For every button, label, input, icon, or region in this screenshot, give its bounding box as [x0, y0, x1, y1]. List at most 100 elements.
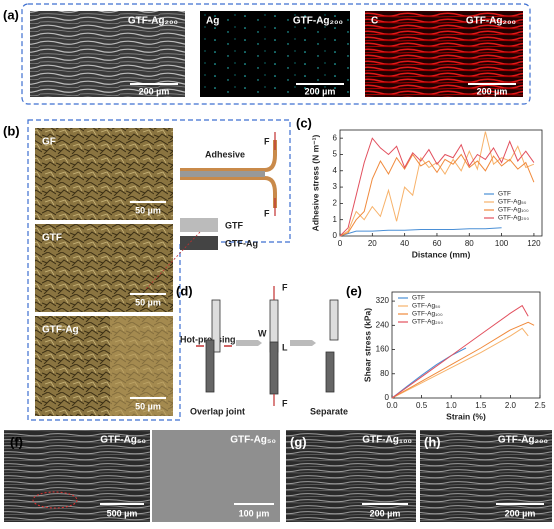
y-tick-label: 80: [380, 369, 389, 378]
data-line: [391, 321, 535, 399]
layer-label: GTF-Ag: [225, 238, 258, 248]
x-tick-label: 0.5: [416, 401, 428, 410]
data-line: [339, 137, 535, 237]
scale-label: 50 µm: [135, 401, 161, 411]
ag-map: [200, 11, 350, 97]
y-tick-label: 4: [333, 166, 338, 175]
panel-a: (a) GTF-Ag₂₀₀ Ag GTF-Ag₂₀₀ C GTF-Ag₂₀₀ 2…: [3, 3, 531, 105]
y-tick-label: 160: [376, 345, 390, 354]
step-label: Hot-pressing: [180, 334, 236, 344]
scale-label: 200 µm: [477, 86, 508, 96]
legend-label: GTF-Ag₅₀: [412, 303, 441, 310]
strip: [325, 351, 335, 393]
y-tick-label: 240: [376, 320, 390, 329]
image-label: GTF-Ag₅₀: [230, 435, 276, 446]
scale-label: 50 µm: [135, 205, 161, 215]
x-tick-label: 60: [433, 239, 442, 248]
y-axis-label: Adhesive stress (N m⁻¹): [310, 135, 320, 232]
x-tick-label: 0.0: [386, 401, 398, 410]
zoom-region: [110, 316, 173, 416]
y-tick-label: 1: [333, 215, 338, 224]
cross-section: [180, 218, 218, 232]
sem-image: [4, 430, 150, 522]
force-label: F: [282, 282, 288, 292]
y-tick-label: 5: [333, 150, 338, 159]
scale-label: 200 µm: [139, 86, 170, 96]
image-label: GTF-Ag: [42, 325, 79, 336]
y-tick-label: 6: [333, 133, 338, 142]
peel-schematic: [180, 140, 277, 208]
panel-label: (b): [3, 123, 20, 138]
element-label: C: [371, 16, 378, 27]
legend-label: GTF-Ag₂₀₀: [412, 319, 443, 326]
panel-label: (c): [296, 115, 312, 130]
strip: [205, 339, 215, 393]
c-map: [365, 11, 523, 97]
chart: (e) 0.0 0.5 1.0 1.5 2.0 2.5 0 80 160 240 320 Strain …: [346, 283, 546, 421]
y-tick-label: 320: [376, 296, 390, 305]
scale-label: 50 µm: [135, 297, 161, 307]
panel-d: (d) Hot-pressing F F W L Overlap joint S…: [176, 282, 348, 416]
image-label: GTF-Ag₅₀: [100, 435, 146, 446]
adhesive-layer: [180, 171, 265, 177]
panel-label: (g): [290, 434, 307, 449]
sem-image: [286, 430, 416, 522]
x-tick-label: 1.5: [475, 401, 487, 410]
legend-label: GTF-Ag₁₀₀: [498, 207, 529, 214]
x-tick-label: 40: [400, 239, 409, 248]
image-label: GTF-Ag₂₀₀: [498, 435, 548, 446]
legend-label: GTF-Ag₁₀₀: [412, 311, 443, 318]
dashed-frame: [21, 3, 531, 105]
legend-label: GTF-Ag₂₀₀: [498, 215, 529, 222]
data-line: [391, 304, 529, 399]
zoom-region: [32, 491, 78, 509]
data-line: [339, 153, 535, 237]
dimension-label: L: [282, 342, 288, 352]
plot-frame: [391, 291, 541, 399]
legend-label: GTF: [498, 191, 511, 198]
image-label: GTF-Ag₂₀₀: [128, 16, 178, 27]
legend-label: GTF-Ag₅₀: [498, 199, 527, 206]
scale-label: 500 µm: [107, 508, 138, 518]
data-line: [391, 327, 529, 399]
panel-b: (b) GF GTF GTF-Ag 50 µm 50 µm 50 µm F F …: [3, 119, 291, 421]
x-tick-label: 2.0: [505, 401, 517, 410]
caption: Separate: [310, 406, 348, 416]
data-line: [339, 131, 535, 237]
image-label: GTF-Ag₂₀₀: [466, 16, 516, 27]
panel-label: (e): [346, 283, 362, 298]
y-tick-label: 0: [385, 393, 390, 402]
x-axis-label: Distance (mm): [412, 249, 471, 259]
force-label: F: [282, 398, 288, 408]
dimension-label: W: [258, 328, 267, 338]
scale-label: 200 µm: [305, 86, 336, 96]
x-tick-label: 120: [527, 239, 541, 248]
chart: (c) 0 20 40 60 80 100 120 0 1 2 3 4 5 6 Distance (mm) Ad…: [296, 115, 543, 259]
y-tick-label: 3: [333, 182, 338, 191]
x-axis-label: Strain (%): [446, 411, 486, 421]
adhesive-label: Adhesive: [205, 149, 245, 159]
x-tick-label: 80: [465, 239, 474, 248]
image-label: GTF-Ag₂₀₀: [293, 16, 343, 27]
element-label: Ag: [206, 16, 219, 27]
caption: Overlap joint: [190, 406, 245, 416]
panel-label: (f): [10, 434, 23, 449]
sem-image: [152, 430, 280, 522]
force-label: F: [264, 208, 270, 218]
optical-image: [35, 224, 173, 312]
y-axis-label: Shear stress (kPa): [362, 308, 372, 382]
x-tick-label: 0: [338, 239, 343, 248]
callout: [144, 231, 201, 291]
sem-image: [420, 430, 552, 522]
panel-label: (h): [424, 434, 441, 449]
image-label: GF: [42, 137, 56, 148]
optical-image: [35, 128, 173, 220]
x-tick-label: 2.5: [534, 401, 546, 410]
legend-label: GTF: [412, 295, 425, 302]
layer-label: GTF: [225, 220, 243, 230]
scale-label: 100 µm: [239, 508, 270, 518]
scale-label: 200 µm: [505, 508, 536, 518]
image-label: GTF: [42, 233, 62, 244]
sem-image: [30, 11, 185, 97]
